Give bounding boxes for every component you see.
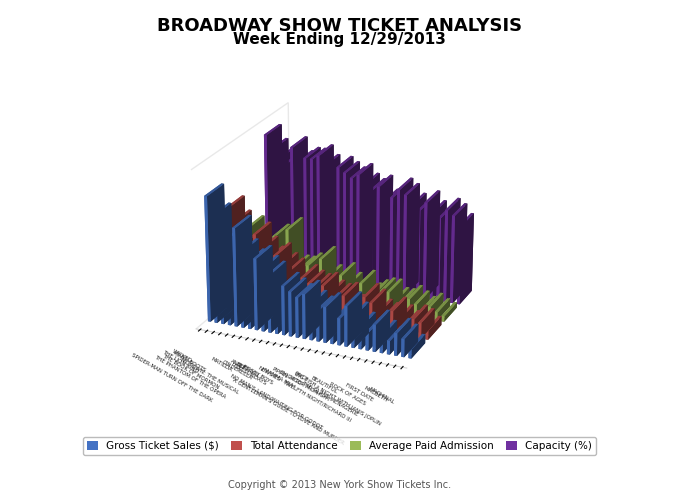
Text: Week Ending 12/29/2013: Week Ending 12/29/2013 <box>233 32 446 47</box>
Text: Copyright © 2013 New York Show Tickets Inc.: Copyright © 2013 New York Show Tickets I… <box>228 480 451 490</box>
Text: BROADWAY SHOW TICKET ANALYSIS: BROADWAY SHOW TICKET ANALYSIS <box>157 17 522 35</box>
Legend: Gross Ticket Sales ($), Total Attendance, Average Paid Admission, Capacity (%): Gross Ticket Sales ($), Total Attendance… <box>83 437 596 455</box>
